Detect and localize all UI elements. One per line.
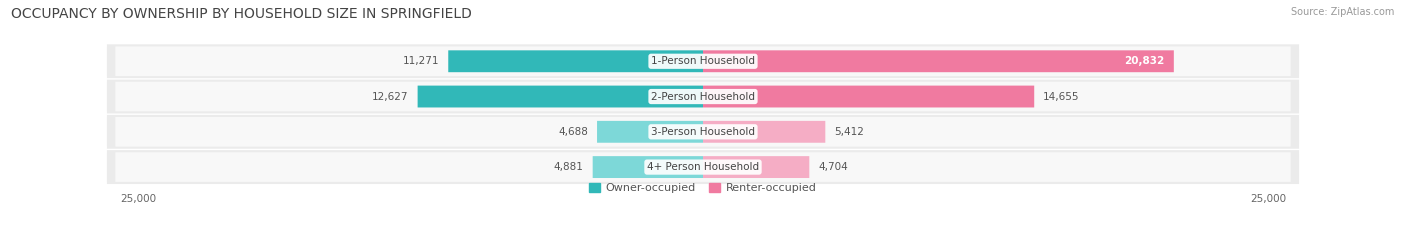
- FancyBboxPatch shape: [703, 86, 1035, 107]
- FancyBboxPatch shape: [598, 121, 703, 143]
- FancyBboxPatch shape: [107, 80, 1299, 113]
- Text: 4+ Person Household: 4+ Person Household: [647, 162, 759, 172]
- Text: 20,832: 20,832: [1125, 56, 1164, 66]
- Text: 5,412: 5,412: [834, 127, 865, 137]
- FancyBboxPatch shape: [593, 156, 703, 178]
- Text: 4,688: 4,688: [558, 127, 588, 137]
- Text: 2-Person Household: 2-Person Household: [651, 92, 755, 102]
- Text: 11,271: 11,271: [402, 56, 439, 66]
- Text: 1-Person Household: 1-Person Household: [651, 56, 755, 66]
- Text: 4,881: 4,881: [554, 162, 583, 172]
- FancyBboxPatch shape: [107, 44, 1299, 78]
- FancyBboxPatch shape: [703, 50, 1174, 72]
- FancyBboxPatch shape: [703, 121, 825, 143]
- FancyBboxPatch shape: [115, 117, 1291, 147]
- Text: 14,655: 14,655: [1043, 92, 1080, 102]
- FancyBboxPatch shape: [107, 150, 1299, 184]
- FancyBboxPatch shape: [449, 50, 703, 72]
- Text: 4,704: 4,704: [818, 162, 848, 172]
- FancyBboxPatch shape: [418, 86, 703, 107]
- FancyBboxPatch shape: [115, 46, 1291, 76]
- FancyBboxPatch shape: [107, 115, 1299, 149]
- Text: Source: ZipAtlas.com: Source: ZipAtlas.com: [1291, 7, 1395, 17]
- Text: 12,627: 12,627: [373, 92, 409, 102]
- Text: OCCUPANCY BY OWNERSHIP BY HOUSEHOLD SIZE IN SPRINGFIELD: OCCUPANCY BY OWNERSHIP BY HOUSEHOLD SIZE…: [11, 7, 472, 21]
- FancyBboxPatch shape: [703, 156, 810, 178]
- FancyBboxPatch shape: [115, 152, 1291, 182]
- Legend: Owner-occupied, Renter-occupied: Owner-occupied, Renter-occupied: [585, 178, 821, 198]
- FancyBboxPatch shape: [115, 82, 1291, 111]
- Text: 3-Person Household: 3-Person Household: [651, 127, 755, 137]
